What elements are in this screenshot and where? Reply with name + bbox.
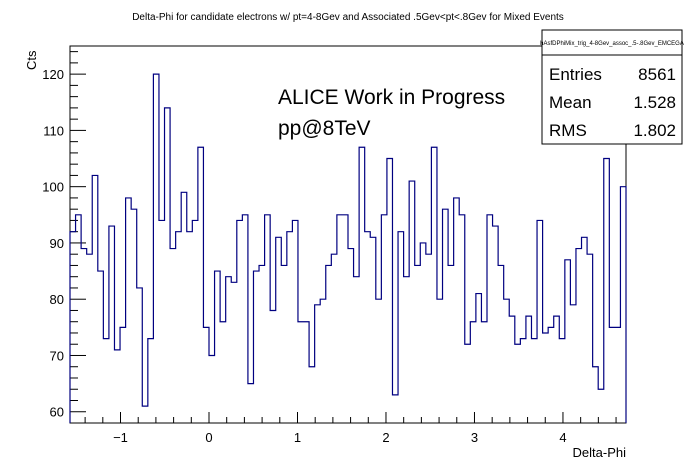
stats-entries-value: 8561 (638, 65, 676, 84)
stats-rms-label: RMS (549, 121, 587, 140)
stats-entries-label: Entries (549, 65, 602, 84)
chart-title: Delta-Phi for candidate electrons w/ pt=… (132, 12, 564, 23)
annotation-alice: ALICE Work in Progress (278, 86, 505, 109)
y-tick-label: 80 (50, 292, 64, 307)
x-axis-title: Delta-Phi (573, 445, 627, 460)
y-tick-label: 100 (42, 180, 64, 195)
annotation-energy: pp@8TeV (278, 117, 371, 140)
x-axis-ticks: −1 0 1 2 3 4 (84, 412, 617, 445)
x-tick-label: 4 (559, 430, 566, 445)
histogram-series-line (69, 73, 627, 423)
y-axis-title: Cts (24, 50, 39, 70)
stats-rms-value: 1.802 (633, 121, 676, 140)
y-tick-label: 60 (50, 405, 64, 420)
y-tick-label: 90 (50, 236, 64, 251)
y-tick-label: 120 (42, 67, 64, 82)
y-tick-label: 110 (43, 123, 64, 138)
stats-box-name: hAsfDPhiMix_trig_4-8Gev_assoc_.5-.8Gev_E… (540, 41, 684, 47)
x-tick-label: −1 (113, 430, 128, 445)
x-tick-label: 2 (382, 430, 389, 445)
stats-mean-label: Mean (549, 93, 592, 112)
x-tick-label: 0 (205, 430, 212, 445)
x-tick-label: 1 (294, 430, 301, 445)
y-axis-ticks: 60 70 80 90 100 110 120 (42, 51, 86, 424)
stats-mean-value: 1.528 (633, 93, 676, 112)
x-tick-label: 3 (471, 430, 478, 445)
y-tick-label: 70 (50, 348, 64, 363)
stats-box: hAsfDPhiMix_trig_4-8Gev_assoc_.5-.8Gev_E… (540, 29, 684, 145)
